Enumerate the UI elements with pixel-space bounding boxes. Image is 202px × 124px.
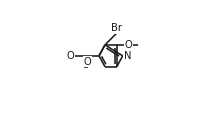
Text: N: N xyxy=(123,51,130,61)
Text: O: O xyxy=(124,40,132,50)
Text: O: O xyxy=(67,51,74,61)
Text: O: O xyxy=(83,57,91,67)
Text: Br: Br xyxy=(111,23,122,33)
